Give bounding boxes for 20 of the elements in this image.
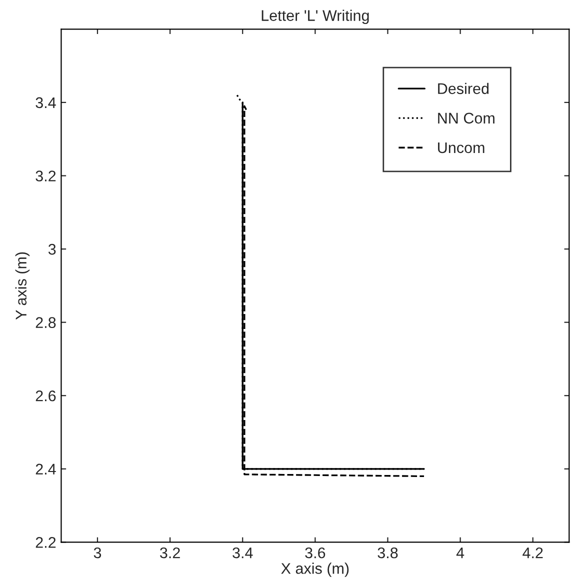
x-axis-title: X axis (m) bbox=[281, 562, 349, 577]
y-tick-label: 3.2 bbox=[36, 170, 56, 182]
x-tick-label: 4.2 bbox=[522, 547, 543, 558]
chart-title: Letter 'L' Writing bbox=[262, 10, 369, 24]
x-tick-label: 3.4 bbox=[232, 547, 253, 558]
y-tick-label: 3.4 bbox=[36, 97, 56, 108]
x-tick-label: 4 bbox=[456, 548, 464, 558]
y-tick-label: 2.6 bbox=[36, 390, 56, 402]
x-tick-label: 3.2 bbox=[160, 547, 180, 558]
y-tick-label: 2.4 bbox=[36, 464, 56, 474]
x-tick-label: 3 bbox=[94, 547, 102, 558]
x-tick-label: 3.8 bbox=[378, 547, 398, 558]
y-axis-title: Y axis (m) bbox=[15, 252, 30, 320]
legend-label: NN Com bbox=[438, 112, 494, 124]
y-tick-label: 2.2 bbox=[36, 537, 56, 548]
y-tick-label: 3 bbox=[48, 244, 56, 255]
y-tick-label: 2.8 bbox=[36, 317, 56, 328]
legend-label: Uncom bbox=[438, 142, 484, 154]
x-tick-label: 3.6 bbox=[305, 547, 326, 558]
legend-label: Desired bbox=[438, 82, 489, 94]
